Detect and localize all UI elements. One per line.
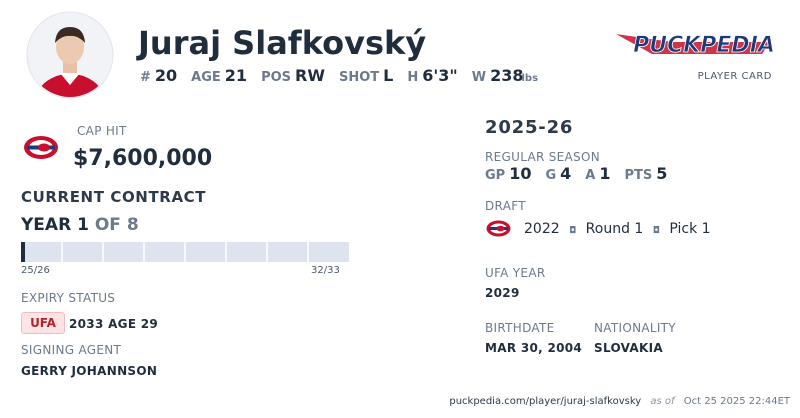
footer-date: Oct 25 2025 22:44ET (683, 396, 790, 407)
stat-label: A (585, 168, 596, 183)
bio-stats: #20 AGE 21 POS RW SHOT L H 6'3" W 238lbs (140, 66, 542, 85)
stat-value: 1 (599, 164, 611, 183)
draft-pick: Pick 1 (669, 221, 711, 237)
stat-label: # (140, 70, 151, 85)
year-marker (21, 242, 25, 262)
stat-label: H (407, 70, 419, 85)
draft-label: DRAFT (485, 199, 526, 213)
draft-round: Round 1 (585, 221, 644, 237)
footer: puckpedia.com/player/juraj-slafkovsky as… (449, 396, 790, 407)
stat-label: POS (261, 70, 292, 85)
year-word: YEAR (21, 215, 72, 235)
player-photo (26, 11, 114, 99)
expiry-badge: UFA (21, 312, 65, 334)
agent-label: SIGNING AGENT (21, 343, 122, 357)
expiry-detail: 2033 AGE 29 (69, 317, 159, 331)
stat-label: SHOT (338, 70, 380, 85)
nation-label: NATIONALITY (594, 321, 676, 335)
logo-text: PUCKPEDIA (633, 33, 774, 58)
birth-value: MAR 30, 2004 (485, 341, 583, 355)
stat-value: 5 (656, 164, 668, 183)
nation-value: SLOVAKIA (594, 341, 663, 355)
birth-label: BIRTHDATE (485, 321, 555, 335)
logo: PUCKPEDIA (616, 33, 774, 58)
stat-value: 238 (490, 66, 524, 85)
stat-value: RW (295, 66, 325, 85)
separator: ◘ (652, 226, 660, 236)
expiry-label: EXPIRY STATUS (21, 291, 116, 305)
team-logo (24, 136, 58, 159)
stat-label: G (545, 168, 557, 183)
player-name: Juraj Slafkovský (138, 24, 427, 62)
footer-url: puckpedia.com/player/juraj-slafkovsky (449, 396, 642, 407)
season-label: REGULAR SEASON (485, 150, 600, 164)
logo-caption: PLAYER CARD (697, 71, 772, 82)
stat-label: PTS (624, 168, 653, 183)
draft-year: 2022 (524, 221, 560, 237)
stat-unit: lbs (521, 73, 539, 84)
stat-value: 20 (154, 66, 178, 85)
stat-label: GP (485, 168, 506, 183)
cap-label: CAP HIT (77, 124, 127, 138)
season-title: 2025-26 (485, 117, 574, 138)
of-word: OF (94, 215, 121, 235)
stat-label: AGE (191, 70, 221, 85)
separator: ◘ (569, 226, 577, 236)
stat-value: 10 (509, 164, 532, 183)
agent-name: GERRY JOHANNSON (21, 364, 158, 378)
start-season: 25/26 (21, 265, 50, 276)
stat-value: 4 (560, 164, 572, 183)
footer-as-of: as of (650, 396, 675, 407)
stat-value: 6'3" (422, 66, 458, 85)
cap-value: $7,600,000 (73, 146, 213, 171)
draft-team-logo (486, 220, 511, 237)
years: 8 (126, 215, 139, 235)
end-season: 32/33 (311, 265, 340, 276)
year: 1 (77, 215, 89, 235)
stat-label: W (471, 70, 487, 85)
contract-title: CURRENT CONTRACT (21, 188, 207, 206)
season-stats: GP 10 G 4 A 1 PTS 5 (485, 164, 681, 183)
ufa-label: UFA YEAR (485, 266, 546, 280)
contract-year: YEAR 1 OF 8 (21, 215, 139, 235)
draft-line: 2022 ◘ Round 1 ◘ Pick 1 (524, 221, 711, 237)
stat-value: L (383, 66, 394, 85)
contract-bar (21, 242, 349, 262)
ufa-value: 2029 (485, 286, 520, 300)
stat-value: 21 (224, 66, 248, 85)
